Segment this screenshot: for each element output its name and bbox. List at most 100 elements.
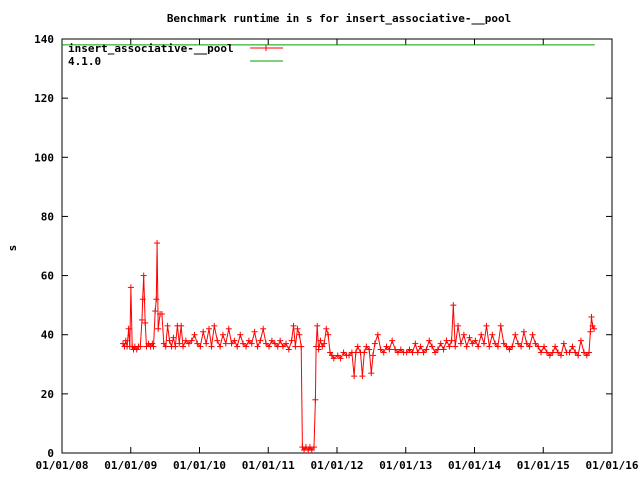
data-point	[489, 331, 496, 338]
y-tick-label: 140	[34, 33, 54, 46]
data-point	[138, 316, 145, 323]
y-tick-label: 40	[41, 329, 54, 342]
y-axis: 0 20 40 60 80 100 120 140	[34, 33, 612, 460]
data-point	[290, 322, 297, 329]
chart-title: Benchmark runtime in s for insert_associ…	[167, 12, 511, 25]
data-point	[176, 340, 183, 347]
data-point	[455, 322, 462, 329]
y-tick-label: 0	[47, 447, 54, 460]
data-point	[315, 346, 322, 353]
data-point	[538, 349, 545, 356]
x-tick-label: 01/01/16	[586, 459, 639, 472]
x-tick-label: 01/01/10	[173, 459, 226, 472]
data-point	[469, 340, 476, 347]
data-point	[359, 373, 366, 380]
data-point	[296, 331, 303, 338]
data-point	[366, 346, 373, 353]
data-point	[154, 240, 161, 247]
data-point	[217, 343, 224, 350]
data-point	[317, 337, 324, 344]
data-point	[371, 340, 378, 347]
data-point	[361, 349, 368, 356]
data-point	[389, 337, 396, 344]
data-point	[155, 325, 162, 332]
data-point	[248, 340, 255, 347]
data-point	[478, 331, 485, 338]
data-point	[423, 346, 430, 353]
data-point	[240, 340, 247, 347]
data-point	[164, 322, 171, 329]
data-point	[140, 272, 147, 279]
x-axis: 01/01/08 01/01/09 01/01/10 01/01/11 01/01/12…	[36, 39, 639, 472]
y-tick-label: 120	[34, 92, 54, 105]
data-point	[219, 331, 226, 338]
data-point	[383, 343, 390, 350]
data-point	[580, 349, 587, 356]
data-point	[268, 337, 275, 344]
y-tick-label: 20	[41, 388, 54, 401]
data-point	[312, 396, 319, 403]
data-point	[386, 346, 393, 353]
data-point	[363, 343, 370, 350]
data-point	[417, 343, 424, 350]
data-point	[354, 343, 361, 350]
data-point	[214, 337, 221, 344]
data-point	[234, 343, 241, 350]
data-point	[172, 343, 179, 350]
data-point	[492, 340, 499, 347]
data-point	[452, 343, 459, 350]
data-point	[503, 343, 510, 350]
data-point	[412, 340, 419, 347]
data-point	[463, 343, 470, 350]
data-point	[512, 331, 519, 338]
data-point	[237, 331, 244, 338]
data-point	[194, 340, 201, 347]
data-point	[500, 340, 507, 347]
data-point	[260, 325, 267, 332]
data-point	[535, 343, 542, 350]
data-point	[443, 337, 450, 344]
data-point	[541, 343, 548, 350]
data-point	[208, 343, 215, 350]
data-point	[520, 328, 527, 335]
data-point	[414, 349, 421, 356]
data-point	[222, 340, 229, 347]
plot-frame	[61, 38, 613, 454]
data-point	[448, 337, 455, 344]
data-point	[321, 340, 328, 347]
data-point	[549, 349, 556, 356]
data-point	[323, 325, 330, 332]
data-point	[466, 334, 473, 341]
data-point	[472, 337, 479, 344]
data-point	[591, 325, 598, 332]
data-point	[274, 343, 281, 350]
data-point	[314, 322, 321, 329]
data-point	[557, 352, 564, 359]
data-point	[518, 343, 525, 350]
data-point	[279, 343, 286, 350]
data-point	[178, 322, 185, 329]
data-point	[182, 337, 189, 344]
data-point	[450, 302, 457, 309]
data-point	[282, 340, 289, 347]
data-point	[575, 352, 582, 359]
data-point	[397, 346, 404, 353]
data-point	[125, 325, 132, 332]
data-point	[311, 444, 318, 451]
data-point	[569, 343, 576, 350]
data-point	[228, 340, 235, 347]
x-tick-label: 01/01/15	[517, 459, 570, 472]
data-point	[369, 352, 376, 359]
data-point	[481, 340, 488, 347]
data-point	[170, 334, 177, 341]
data-point	[294, 325, 301, 332]
data-point	[257, 337, 264, 344]
data-point	[149, 340, 156, 347]
legend-label-4.1.0: 4.1.0	[68, 55, 101, 68]
data-point	[211, 322, 218, 329]
data-point	[587, 328, 594, 335]
y-tick-label: 100	[34, 151, 54, 164]
y-tick-label: 60	[41, 270, 54, 283]
data-point	[529, 331, 536, 338]
